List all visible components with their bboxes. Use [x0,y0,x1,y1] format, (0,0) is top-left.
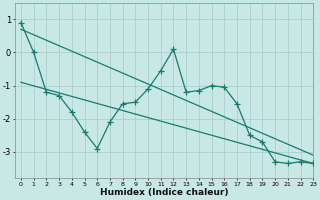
X-axis label: Humidex (Indice chaleur): Humidex (Indice chaleur) [100,188,228,197]
